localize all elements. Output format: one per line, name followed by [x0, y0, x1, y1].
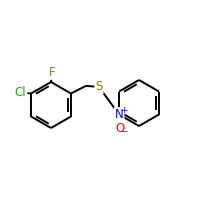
Text: +: + — [120, 106, 127, 115]
Text: −: − — [120, 128, 129, 138]
Text: O: O — [115, 122, 125, 135]
Text: N: N — [115, 108, 123, 121]
Text: Cl: Cl — [15, 86, 26, 99]
Text: F: F — [49, 66, 55, 79]
Text: S: S — [95, 80, 103, 93]
